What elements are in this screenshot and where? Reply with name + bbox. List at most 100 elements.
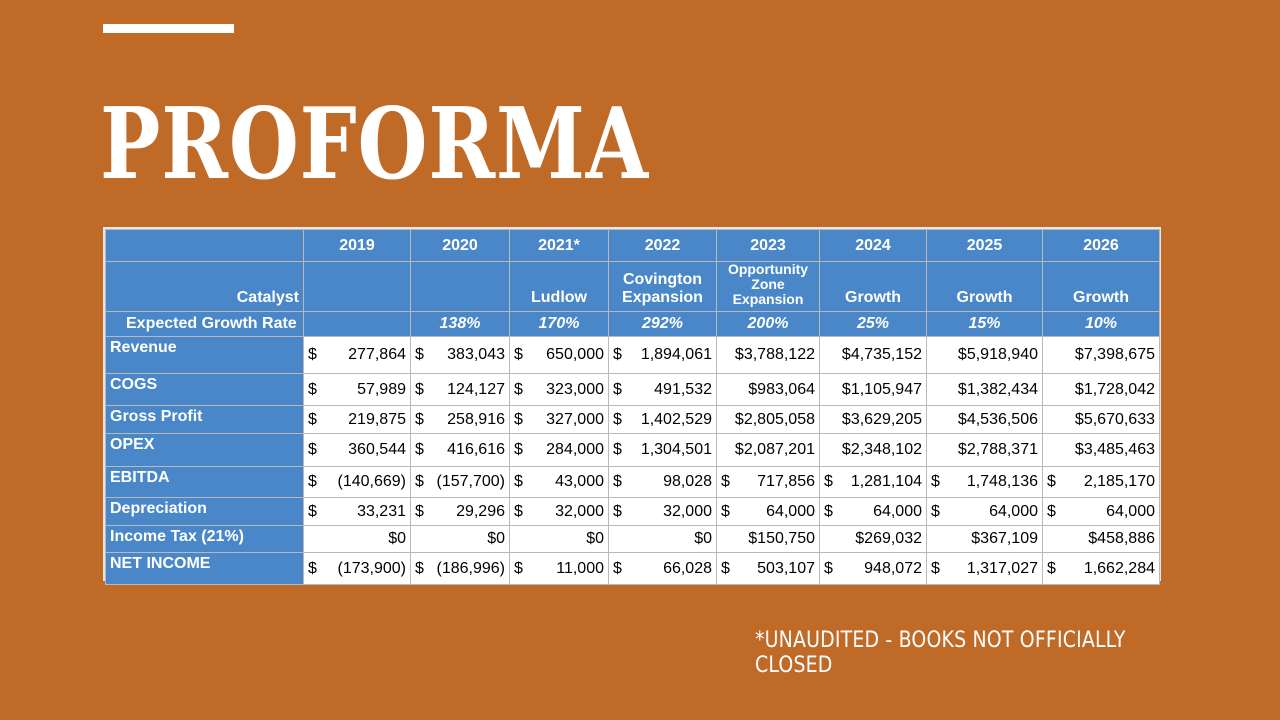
table-row: Revenue $277,864 $383,043 $650,000 $1,894,06… xyxy=(105,336,1160,374)
table-cell: $3,629,205 xyxy=(819,405,927,434)
table-cell: $4,536,506 xyxy=(926,405,1043,434)
year-header-cell: 2025 xyxy=(926,229,1043,262)
table-cell: $0 xyxy=(410,525,510,553)
cell-value: (186,996) xyxy=(436,559,506,577)
table-cell: $3,485,463 xyxy=(1042,433,1160,467)
currency-symbol: $ xyxy=(308,502,317,520)
growth-rate-cell: 25% xyxy=(819,311,927,337)
cell-value: 1,402,529 xyxy=(640,410,712,428)
cell-value: (140,669) xyxy=(337,473,407,490)
currency-symbol: $ xyxy=(514,441,523,458)
currency-symbol: $ xyxy=(931,502,940,520)
table-cell: $948,072 xyxy=(819,552,927,585)
cell-value: 33,231 xyxy=(357,502,406,520)
table-cell: $64,000 xyxy=(1042,497,1160,526)
table-cell: $1,894,061 xyxy=(608,336,717,374)
table-cell: $650,000 xyxy=(509,336,609,374)
table-row: COGS $57,989 $124,127 $323,000 $491,532 $983,… xyxy=(105,373,1160,406)
currency-symbol: $ xyxy=(721,559,730,577)
table-cell: $ (173,900) xyxy=(303,552,411,585)
currency-symbol: $ xyxy=(613,346,622,363)
currency-symbol: $ xyxy=(721,473,730,490)
cell-value: 360,544 xyxy=(348,441,406,458)
year-header-cell: 2022 xyxy=(608,229,717,262)
table-cell: $64,000 xyxy=(819,497,927,526)
table-cell: $367,109 xyxy=(926,525,1043,553)
catalyst-label: Catalyst xyxy=(105,261,304,312)
table-cell: $1,748,136 xyxy=(926,466,1043,498)
cell-value: 32,000 xyxy=(555,502,604,520)
growth-rate-cell xyxy=(303,311,411,337)
table-cell: $57,989 xyxy=(303,373,411,406)
year-header-cell: 2024 xyxy=(819,229,927,262)
currency-symbol: $ xyxy=(1047,473,1056,490)
cell-value: 43,000 xyxy=(555,473,604,490)
table-cell: $43,000 xyxy=(509,466,609,498)
table-cell: $4,735,152 xyxy=(819,336,927,374)
table-row: Depreciation $33,231 $29,296 $32,000 $32,000… xyxy=(105,497,1160,526)
catalyst-cell xyxy=(410,261,510,312)
year-header-cell: 2021* xyxy=(509,229,609,262)
currency-symbol: $ xyxy=(931,473,940,490)
table-cell: $1,662,284 xyxy=(1042,552,1160,585)
cell-value: 64,000 xyxy=(873,502,922,520)
row-label: Income Tax (21%) xyxy=(105,525,304,553)
table-cell: $64,000 xyxy=(926,497,1043,526)
financial-rows: Revenue $277,864 $383,043 $650,000 $1,894,06… xyxy=(105,336,1160,585)
currency-symbol: $ xyxy=(514,502,523,520)
growth-rate-cell: 138% xyxy=(410,311,510,337)
currency-symbol: $ xyxy=(721,502,730,520)
table-cell: $32,000 xyxy=(509,497,609,526)
table-cell: $11,000 xyxy=(509,552,609,585)
currency-symbol: $ xyxy=(415,502,424,520)
table-cell: $98,028 xyxy=(608,466,717,498)
table-cell: $ (157,700) xyxy=(410,466,510,498)
table-cell: $150,750 xyxy=(716,525,820,553)
cell-value: 327,000 xyxy=(546,410,604,428)
table-cell: $491,532 xyxy=(608,373,717,406)
table-cell: $0 xyxy=(303,525,411,553)
catalyst-cell: Covington Expansion xyxy=(608,261,717,312)
proforma-table-container: 2019 2020 2021* 2022 2023 2024 2025 2026… xyxy=(103,227,1161,585)
catalyst-cell xyxy=(303,261,411,312)
table-cell: $269,032 xyxy=(819,525,927,553)
currency-symbol: $ xyxy=(308,441,317,458)
currency-symbol: $ xyxy=(931,559,940,577)
table-cell: $0 xyxy=(608,525,717,553)
growth-rate-cell: 292% xyxy=(608,311,717,337)
currency-symbol: $ xyxy=(308,346,317,363)
table-cell: $2,087,201 xyxy=(716,433,820,467)
cell-value: 1,748,136 xyxy=(966,473,1038,490)
table-cell: $458,886 xyxy=(1042,525,1160,553)
cell-value: 219,875 xyxy=(348,410,406,428)
growth-rate-cell: 15% xyxy=(926,311,1043,337)
currency-symbol: $ xyxy=(308,559,317,577)
currency-symbol: $ xyxy=(415,473,424,490)
table-cell: $360,544 xyxy=(303,433,411,467)
table-cell: $323,000 xyxy=(509,373,609,406)
unaudited-footnote: *UNAUDITED - BOOKS NOT OFFICIALLY CLOSED xyxy=(755,628,1126,678)
cell-value: 1,304,501 xyxy=(640,441,712,458)
currency-symbol: $ xyxy=(308,473,317,490)
row-label: COGS xyxy=(105,373,304,406)
cell-value: 503,107 xyxy=(757,559,815,577)
year-header-cell: 2019 xyxy=(303,229,411,262)
currency-symbol: $ xyxy=(613,410,622,428)
table-cell: $258,916 xyxy=(410,405,510,434)
cell-value: 491,532 xyxy=(654,380,712,398)
cell-value: 717,856 xyxy=(757,473,815,490)
cell-value: 416,616 xyxy=(447,441,505,458)
cell-value: 64,000 xyxy=(1106,502,1155,520)
cell-value: 32,000 xyxy=(663,502,712,520)
currency-symbol: $ xyxy=(308,410,317,428)
table-cell: $33,231 xyxy=(303,497,411,526)
table-cell: $1,304,501 xyxy=(608,433,717,467)
table-cell: $327,000 xyxy=(509,405,609,434)
row-label: Revenue xyxy=(105,336,304,374)
growth-rate-label: Expected Growth Rate xyxy=(105,311,304,337)
cell-value: 66,028 xyxy=(663,559,712,577)
proforma-table: 2019 2020 2021* 2022 2023 2024 2025 2026… xyxy=(105,229,1160,585)
table-cell: $1,402,529 xyxy=(608,405,717,434)
catalyst-row: Catalyst Ludlow Covington Expansion Oppo… xyxy=(105,261,1160,312)
table-row: EBITDA $ (140,669) $ (157,700) $43,000 $98,028… xyxy=(105,466,1160,498)
